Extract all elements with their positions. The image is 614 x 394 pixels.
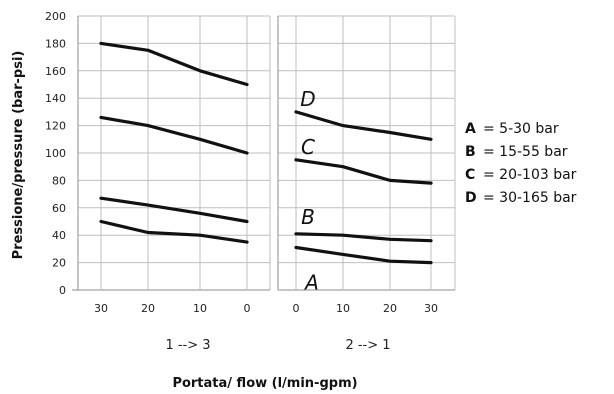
- y-tick-label: 40: [52, 229, 66, 242]
- y-axis-ticks: 0 20 40 60 80 100 120 140 160 180 200: [45, 10, 66, 297]
- legend-letter-d: D: [465, 190, 477, 206]
- series-line: [99, 196, 249, 224]
- legend-text-c: = 20-103 bar: [483, 167, 577, 183]
- x-axis-ticks: 30 20 10 0 0 10 20 30: [94, 302, 438, 315]
- series-line: [294, 232, 433, 243]
- y-tick-label: 60: [52, 202, 66, 215]
- legend-letter-a: A: [465, 121, 476, 137]
- group-label-left: 1 --> 3: [165, 338, 210, 353]
- x-tick-label: 0: [293, 302, 300, 315]
- curve-label-d: D: [300, 87, 315, 111]
- curve-label-c: C: [301, 135, 315, 159]
- legend-text-a: = 5-30 bar: [483, 121, 559, 137]
- legend-letter-b: B: [465, 144, 476, 160]
- curve-label-b: B: [301, 205, 315, 229]
- x-axis-title: Portata/ flow (l/min-gpm): [172, 376, 357, 391]
- series-line: [294, 245, 433, 265]
- legend-letter-c: C: [465, 167, 475, 183]
- y-tick-label: 140: [45, 92, 66, 105]
- y-tick-label: 0: [59, 284, 66, 297]
- x-tick-label: 10: [193, 302, 207, 315]
- series-line: [294, 110, 433, 141]
- x-tick-label: 20: [383, 302, 397, 315]
- y-tick-label: 20: [52, 257, 66, 270]
- legend-text-b: = 15-55 bar: [483, 144, 568, 160]
- y-tick-label: 180: [45, 37, 66, 50]
- series-lines: [99, 41, 433, 265]
- y-tick-label: 80: [52, 174, 66, 187]
- curve-label-a: A: [303, 271, 319, 295]
- legend-text-d: = 30-165 bar: [483, 190, 577, 206]
- x-tick-label: 30: [94, 302, 108, 315]
- x-tick-label: 20: [141, 302, 155, 315]
- y-tick-label: 160: [45, 65, 66, 78]
- y-tick-label: 120: [45, 120, 66, 133]
- series-line: [99, 115, 249, 155]
- y-tick-label: 100: [45, 147, 66, 160]
- series-line: [99, 219, 249, 244]
- grid-layer: [72, 15, 456, 291]
- curve-labels: DC B A: [300, 87, 319, 295]
- series-line: [294, 158, 433, 185]
- x-tick-label: 30: [424, 302, 438, 315]
- group-label-right: 2 --> 1: [345, 338, 390, 353]
- y-tick-label: 200: [45, 10, 66, 23]
- series-line: [99, 41, 249, 87]
- y-axis-title: Pressione/pressure (bar-psi): [11, 51, 26, 260]
- x-tick-label: 0: [244, 302, 251, 315]
- legend: A = 5-30 bar B = 15-55 bar C = 20-103 ba…: [465, 121, 577, 206]
- x-tick-label: 10: [336, 302, 350, 315]
